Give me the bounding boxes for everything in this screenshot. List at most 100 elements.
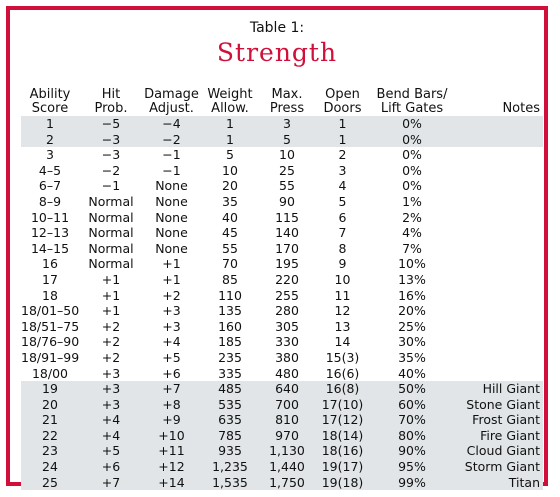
cell-hit-prob: Normal [88, 193, 134, 209]
cell-bend-bars: 1% [402, 193, 422, 209]
table-body: 1 −5 −4 1 3 1 0% 2 −3 −2 1 5 1 0% 3 −3 −1 5 10 2 0% 4–5 −2 −1 10… [21, 116, 543, 491]
cell-max-press: 280 [275, 303, 299, 319]
cell-max-press: 195 [275, 256, 299, 272]
cell-notes: Storm Giant [453, 459, 543, 475]
cell-notes [453, 116, 543, 132]
cell-open-doors: 17(10) [314, 396, 371, 413]
cell-max-press: 5 [260, 131, 314, 148]
cell-weight-allow: 335 [218, 365, 242, 381]
cell-damage-adjust: +10 [143, 427, 200, 444]
cell-ability-score: 6–7 [38, 178, 62, 194]
table-row: 8–9 Normal None 35 90 5 1% [21, 194, 543, 210]
cell-notes [453, 131, 543, 148]
table-row: 18/91–99 +2 +5 235 380 15(3) 35% [21, 350, 543, 366]
cell-ability-score: 18/01–50 [21, 303, 80, 319]
cell-notes [453, 178, 543, 194]
cell-notes [453, 241, 543, 257]
table-row: 6–7 −1 None 20 55 4 0% [21, 178, 543, 194]
cell-bend-bars: 20% [398, 303, 426, 319]
cell-hit-prob: −3 [79, 131, 143, 148]
cell-damage-adjust: +8 [143, 396, 200, 413]
cell-damage-adjust: +1 [162, 271, 181, 287]
cell-max-press: 810 [260, 412, 314, 428]
cell-damage-adjust: +3 [162, 303, 181, 319]
cell-damage-adjust: +1 [162, 256, 181, 272]
cell-weight-allow: 5 [226, 147, 234, 163]
cell-ability-score: 18/51–75 [21, 318, 80, 334]
cell-open-doors: 15(3) [325, 349, 360, 365]
cell-notes [453, 256, 543, 272]
cell-weight-allow: 110 [218, 287, 242, 303]
cell-damage-adjust: +9 [143, 412, 200, 428]
table-caption: Table 1: [249, 20, 305, 36]
cell-bend-bars: 70% [371, 412, 453, 428]
cell-max-press: 305 [275, 318, 299, 334]
cell-bend-bars: 90% [371, 443, 453, 460]
cell-ability-score: 25 [21, 474, 79, 491]
table-title: Strength [216, 38, 338, 67]
cell-open-doors: 16(6) [325, 365, 360, 381]
header-notes: Notes [502, 101, 540, 116]
cell-open-doors: 18(16) [314, 443, 371, 460]
cell-damage-adjust: None [155, 240, 188, 256]
cell-max-press: 640 [260, 381, 314, 397]
cell-bend-bars: 16% [398, 287, 426, 303]
cell-max-press: 220 [275, 271, 299, 287]
cell-notes [453, 334, 543, 350]
cell-hit-prob: −5 [79, 116, 143, 132]
cell-weight-allow: 1 [200, 131, 260, 148]
cell-bend-bars: 30% [398, 334, 426, 350]
cell-weight-allow: 635 [200, 412, 260, 428]
table-row: 21 +4 +9 635 810 17(12) 70% Frost Giant [21, 412, 543, 428]
cell-hit-prob: +2 [101, 334, 121, 350]
cell-notes [453, 194, 543, 210]
cell-bend-bars: 95% [371, 459, 453, 475]
cell-notes [453, 210, 543, 226]
cell-max-press: 255 [275, 287, 299, 303]
cell-ability-score: 3 [46, 147, 54, 163]
cell-notes: Titan [453, 474, 543, 491]
cell-damage-adjust: None [155, 225, 188, 241]
cell-max-press: 3 [260, 116, 314, 132]
cell-notes [453, 147, 543, 163]
cell-open-doors: 17(12) [314, 412, 371, 428]
cell-hit-prob: +2 [101, 318, 121, 334]
cell-weight-allow: 1,235 [200, 459, 260, 475]
table-row: 18/76–90 +2 +4 185 330 14 30% [21, 334, 543, 350]
cell-notes: Fire Giant [453, 427, 543, 444]
header-bend-bars: Bend Bars/Lift Gates [376, 87, 448, 116]
cell-notes: Frost Giant [453, 412, 543, 428]
cell-ability-score: 14–15 [30, 240, 70, 256]
cell-damage-adjust: +4 [162, 334, 181, 350]
cell-weight-allow: 10 [222, 162, 238, 178]
cell-hit-prob: −1 [101, 178, 121, 194]
cell-ability-score: 19 [21, 381, 79, 397]
header-open-doors: Open Doors [323, 87, 362, 116]
cell-damage-adjust: +12 [143, 459, 200, 475]
cell-max-press: 1,750 [260, 474, 314, 491]
cell-hit-prob: +3 [79, 381, 143, 397]
cell-hit-prob: −3 [101, 147, 121, 163]
cell-weight-allow: 1 [200, 116, 260, 132]
cell-open-doors: 4 [338, 178, 347, 194]
cell-weight-allow: 785 [200, 427, 260, 444]
cell-ability-score: 2 [21, 131, 79, 148]
cell-ability-score: 21 [21, 412, 79, 428]
cell-max-press: 90 [279, 193, 295, 209]
cell-weight-allow: 235 [218, 349, 242, 365]
cell-weight-allow: 85 [222, 271, 238, 287]
cell-hit-prob: +5 [79, 443, 143, 460]
cell-damage-adjust: +14 [143, 474, 200, 491]
strength-table: Ability Score Hit Prob. Damage Adjust. Weig… [21, 86, 543, 491]
cell-max-press: 480 [275, 365, 299, 381]
cell-notes: Stone Giant [453, 396, 543, 413]
cell-max-press: 25 [279, 162, 295, 178]
table-row: 1 −5 −4 1 3 1 0% [21, 116, 543, 132]
cell-damage-adjust: +3 [162, 318, 181, 334]
cell-max-press: 330 [275, 334, 299, 350]
table-row: 20 +3 +8 535 700 17(10) 60% Stone Giant [21, 396, 543, 413]
cell-hit-prob: −2 [101, 162, 121, 178]
cell-weight-allow: 55 [222, 240, 238, 256]
cell-max-press: 140 [275, 225, 299, 241]
cell-open-doors: 7 [338, 225, 347, 241]
